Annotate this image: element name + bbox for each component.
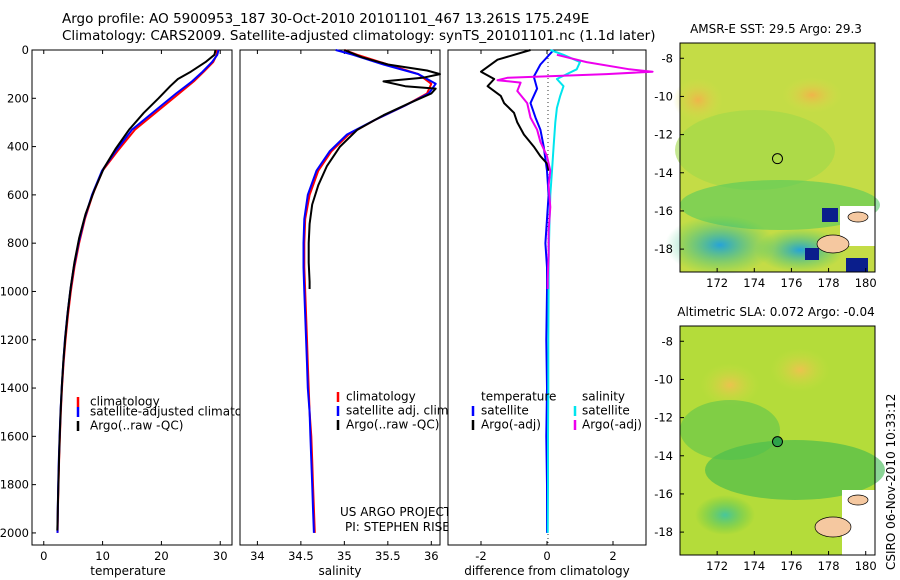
map-x-tick-label: 176: [780, 276, 802, 290]
legend-title-temperature: temperature: [481, 390, 556, 404]
y-tick-label: 2000: [0, 526, 29, 540]
x-tick-label: 35: [337, 549, 352, 563]
timestamp: CSIRO 06-Nov-2010 10:33:12: [884, 394, 898, 570]
x-tick-label: 30: [213, 549, 228, 563]
series-line-argo-raw-qc-: [307, 49, 441, 289]
y-tick-label: 1400: [0, 381, 29, 395]
legend-label-sal-argo: Argo(-adj): [582, 418, 642, 432]
legend-label-temp-argo: Argo(-adj): [481, 418, 541, 432]
map-y-tick-label: -8: [662, 51, 673, 65]
temperature-xlabel: temperature: [90, 564, 165, 578]
temperature-panel: 0 200 400 600 800 1000 1200 1400 1600 1800 2000 0 1…: [0, 43, 268, 578]
sst-map-panel: AMSR-E SST: 29.5 Argo: 29.3 -8 -10 -12 -14 -…: [654, 22, 880, 290]
temperature-legend: climatology satellite-adjusted climatolo…: [76, 395, 268, 433]
map-y-tick-label: -18: [654, 242, 673, 256]
credit-pi: PI: STEPHEN RISER: [345, 520, 458, 534]
map-y-tick-label: -8: [662, 334, 673, 348]
difference-xlabel: difference from climatology: [464, 564, 630, 578]
map-y-tick-label: -12: [654, 128, 673, 142]
x-tick-label: 20: [154, 549, 169, 563]
title-line1: Argo profile: AO 5900953_187 30-Oct-2010…: [62, 11, 590, 27]
legend-title-salinity: salinity: [582, 390, 625, 404]
sst-map-frame: [679, 42, 876, 273]
salinity-xlabel: salinity: [318, 564, 361, 578]
map-y-tick-label: -12: [654, 411, 673, 425]
x-tick-label: 2: [609, 549, 616, 563]
x-tick-label: 0: [40, 549, 47, 563]
series-line-temperature-argo-adj-: [480, 49, 550, 171]
difference-panel: -2 0 2 difference from climatology tempera…: [447, 49, 654, 578]
map-y-tick-label: -18: [654, 525, 673, 539]
legend-label-temp-satellite: satellite: [481, 404, 529, 418]
map-x-tick-label: 174: [743, 559, 765, 573]
series-line-argo-raw-qc-: [56, 49, 217, 531]
difference-legend-temperature: temperature satellite Argo(-adj): [471, 390, 556, 432]
map-y-tick-label: -10: [654, 372, 673, 386]
salinity-axes-frame: [239, 49, 441, 546]
y-tick-label: 800: [7, 236, 29, 250]
series-line-salinity-satellite: [546, 49, 581, 533]
legend-label-climatology: climatology: [346, 390, 416, 404]
y-tick-label: 1200: [0, 333, 29, 347]
y-tick-label: 400: [7, 140, 29, 154]
salinity-panel: 34 34.5 35 35.5 36 salinity climatology sate…: [239, 49, 458, 578]
sla-argo-float-marker: [771, 436, 783, 448]
map-x-tick-label: 172: [706, 276, 728, 290]
map-x-tick-label: 180: [855, 276, 877, 290]
y-tick-label: 1000: [0, 284, 29, 298]
legend-label-satellite: satellite-adjusted climatology: [90, 405, 268, 419]
credit-project: US ARGO PROJECT: [340, 505, 452, 519]
map-y-tick-label: -14: [654, 449, 673, 463]
map-x-tick-label: 174: [743, 276, 765, 290]
x-tick-label: 36: [424, 549, 439, 563]
y-tick-label: 1600: [0, 429, 29, 443]
sla-map-field: [680, 326, 885, 555]
temperature-axes-frame: [31, 49, 233, 546]
legend-label-climatology: climatology: [90, 395, 160, 409]
y-tick-label: 200: [7, 91, 29, 105]
difference-legend-salinity: salinity satellite Argo(-adj): [573, 390, 642, 432]
map-y-tick-label: -16: [654, 487, 673, 501]
sla-map-panel: Altimetric SLA: 0.072 Argo: -0.04 -8 -10 -…: [654, 305, 885, 573]
sla-map-frame: [679, 325, 876, 556]
map-y-tick-label: -14: [654, 166, 673, 180]
sla-map-title: Altimetric SLA: 0.072 Argo: -0.04: [677, 305, 874, 319]
x-tick-label: 34.5: [288, 549, 314, 563]
map-y-tick-label: -10: [654, 89, 673, 103]
x-tick-label: 0: [543, 549, 550, 563]
title-line2: Climatology: CARS2009. Satellite-adjuste…: [62, 28, 656, 44]
y-tick-label: 0: [22, 43, 29, 57]
map-x-tick-label: 178: [818, 559, 840, 573]
sst-map-field: [665, 43, 880, 275]
x-tick-label: 10: [95, 549, 110, 563]
series-line-satellite-adj-clim-: [302, 49, 437, 533]
map-x-tick-label: 178: [818, 276, 840, 290]
legend-label-sal-satellite: satellite: [582, 404, 630, 418]
y-tick-label: 600: [7, 188, 29, 202]
x-tick-label: 34: [250, 549, 265, 563]
map-x-tick-label: 176: [780, 559, 802, 573]
legend-label-satellite: satellite adj. clim.: [346, 404, 452, 418]
legend-label-argo: Argo(..raw -QC): [90, 419, 183, 433]
series-line-salinity-argo-adj-: [496, 53, 654, 289]
x-tick-label: 35.5: [375, 549, 401, 563]
map-x-tick-label: 172: [706, 559, 728, 573]
y-tick-label: 1800: [0, 478, 29, 492]
map-x-tick-label: 180: [855, 559, 877, 573]
legend-label-argo: Argo(..raw -QC): [346, 418, 439, 432]
map-y-tick-label: -16: [654, 204, 673, 218]
x-tick-label: -2: [475, 549, 486, 563]
sst-map-title: AMSR-E SST: 29.5 Argo: 29.3: [690, 22, 862, 36]
salinity-legend: climatology satellite adj. clim. Argo(..…: [336, 390, 452, 432]
sst-argo-float-marker: [771, 153, 783, 165]
